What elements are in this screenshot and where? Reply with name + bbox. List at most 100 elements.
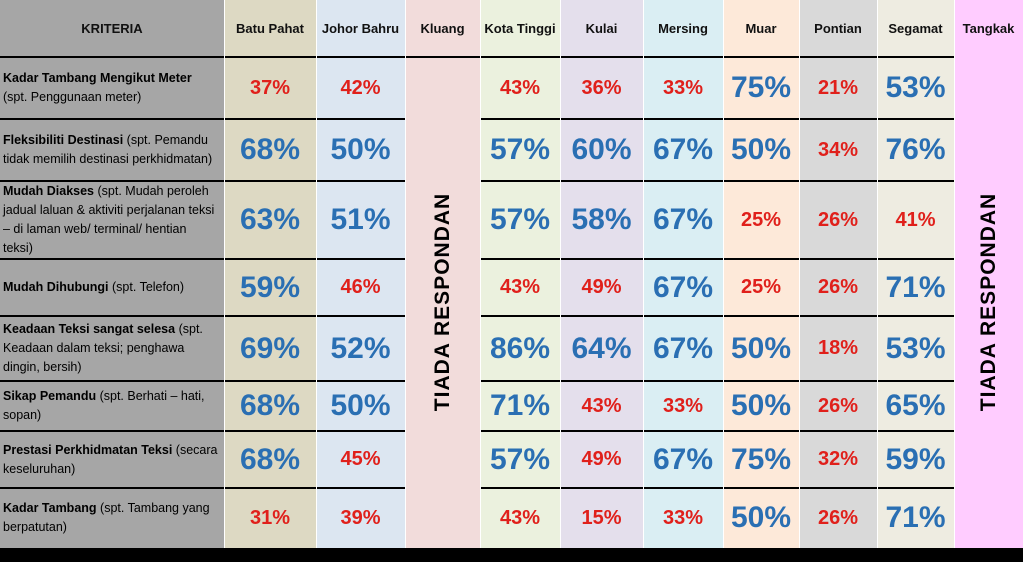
column-divider [560,0,561,548]
value-cell: 50% [730,331,792,365]
criteria-cell: Kadar Tambang Mengikut Meter (spt. Pengg… [0,57,224,119]
value-cell: 59% [239,270,301,304]
header-pontian: Pontian [814,21,862,36]
value-cell: 50% [330,389,391,422]
value-cell: 36% [581,76,622,99]
criteria-text: Kadar Tambang (spt. Tambang yang berpatu… [3,499,218,537]
value-cell: 42% [340,76,381,99]
column-bg-kulai [560,0,643,548]
value-cell: 49% [581,448,622,470]
value-cell: 32% [817,448,859,470]
criteria-note: (spt. Keadaan dalam teksi; penghawa ding… [3,322,203,374]
value-cell: 68% [239,133,301,166]
criteria-cell: Prestasi Perkhidmatan Teksi (secara kese… [0,431,224,488]
row-divider [0,380,405,382]
criteria-note: (secara keseluruhan) [3,442,218,476]
criteria-cell: Mudah Dihubungi (spt. Telefon) [0,259,224,316]
value-cell: 49% [581,276,622,298]
value-cell: 31% [249,506,291,529]
column-divider [799,0,800,548]
criteria-title: Sikap Pemandu [3,389,97,403]
value-cell: 67% [652,203,714,236]
value-cell: 67% [652,442,714,476]
criteria-text: Mudah Dihubungi (spt. Telefon) [3,278,218,297]
header-muar: Muar [745,21,777,36]
value-cell: 26% [817,208,859,231]
value-cell: 26% [817,276,859,298]
criteria-note: (spt. Penggunaan meter) [3,90,142,104]
criteria-title: Mudah Dihubungi [3,280,109,294]
criteria-title: Prestasi Perkhidmatan Teksi [3,442,173,457]
value-cell: 60% [571,133,632,166]
column-divider [316,0,317,548]
value-cell: 43% [581,394,622,417]
criteria-note: (spt. Mudah peroleh jadual laluan & akti… [3,184,215,255]
criteria-cell: Sikap Pemandu (spt. Berhati – hati, sopa… [0,381,224,431]
value-cell: 75% [730,442,792,476]
criteria-text: Sikap Pemandu (spt. Berhati – hati, sopa… [3,387,218,425]
value-cell: 57% [489,203,551,236]
value-cell: 50% [330,133,391,166]
value-cell: 57% [489,442,551,476]
criteria-text: Fleksibiliti Destinasi (spt. Pemandu tid… [3,131,218,169]
row-divider [480,118,954,120]
criteria-cell: Keadaan Teksi sangat selesa (spt. Keadaa… [0,316,224,381]
row-divider [0,118,405,120]
column-divider [405,0,406,548]
header-johor-bahru: Johor Bahru [321,21,400,36]
value-cell: 50% [730,501,792,534]
column-bg-pontian [799,0,877,548]
value-cell: 37% [249,76,291,99]
value-cell: 25% [740,208,782,231]
column-bg-kluang [405,0,480,548]
value-cell: 41% [895,208,936,231]
value-cell: 64% [571,331,632,365]
bottom-border [0,548,1023,562]
value-cell: 68% [239,442,301,476]
value-cell: 65% [885,389,946,422]
row-divider [480,258,954,260]
row-divider [480,380,954,382]
value-cell: 76% [885,133,946,166]
criteria-text: Keadaan Teksi sangat selesa (spt. Keadaa… [3,320,218,377]
column-divider [954,0,955,548]
value-cell: 26% [817,506,859,529]
column-bg-johor-bahru [316,0,405,548]
column-divider [480,0,481,548]
criteria-note: (spt. Tambang yang berpatutan) [3,501,210,534]
criteria-title: Keadaan Teksi sangat selesa [3,322,176,336]
value-cell: 33% [662,394,704,417]
value-cell: 75% [730,71,792,104]
value-cell: 21% [817,76,859,99]
value-cell: 51% [330,203,391,236]
value-cell: 43% [499,76,541,99]
header-segamat: Segamat [888,21,943,36]
value-cell: 45% [340,448,381,470]
value-cell: 67% [652,133,714,166]
value-cell: 53% [885,71,946,104]
value-cell: 63% [239,203,301,236]
row-divider [0,487,405,489]
value-cell: 50% [730,133,792,166]
value-cell: 25% [740,276,782,298]
value-cell: 71% [885,501,946,534]
row-divider [480,430,954,432]
column-bg-tangkak [954,0,1023,548]
value-cell: 68% [239,389,301,422]
row-divider [0,430,405,432]
header-kluang: Kluang [420,21,465,36]
column-bg-mersing [643,0,723,548]
criteria-note: (spt. Berhati – hati, sopan) [3,389,205,422]
value-cell: 15% [581,506,622,529]
header-batu-pahat: Batu Pahat [236,21,304,36]
criteria-title: Kadar Tambang Mengikut Meter [3,71,192,85]
criteria-cell: Fleksibiliti Destinasi (spt. Pemandu tid… [0,119,224,181]
criteria-cell: Kadar Tambang (spt. Tambang yang berpatu… [0,488,224,548]
criteria-note: (spt. Telefon) [112,280,185,294]
column-bg-batu-pahat [224,0,316,548]
value-cell: 34% [817,138,859,161]
value-cell: 69% [239,331,301,365]
value-cell: 67% [652,331,714,365]
value-cell: 67% [652,270,714,304]
